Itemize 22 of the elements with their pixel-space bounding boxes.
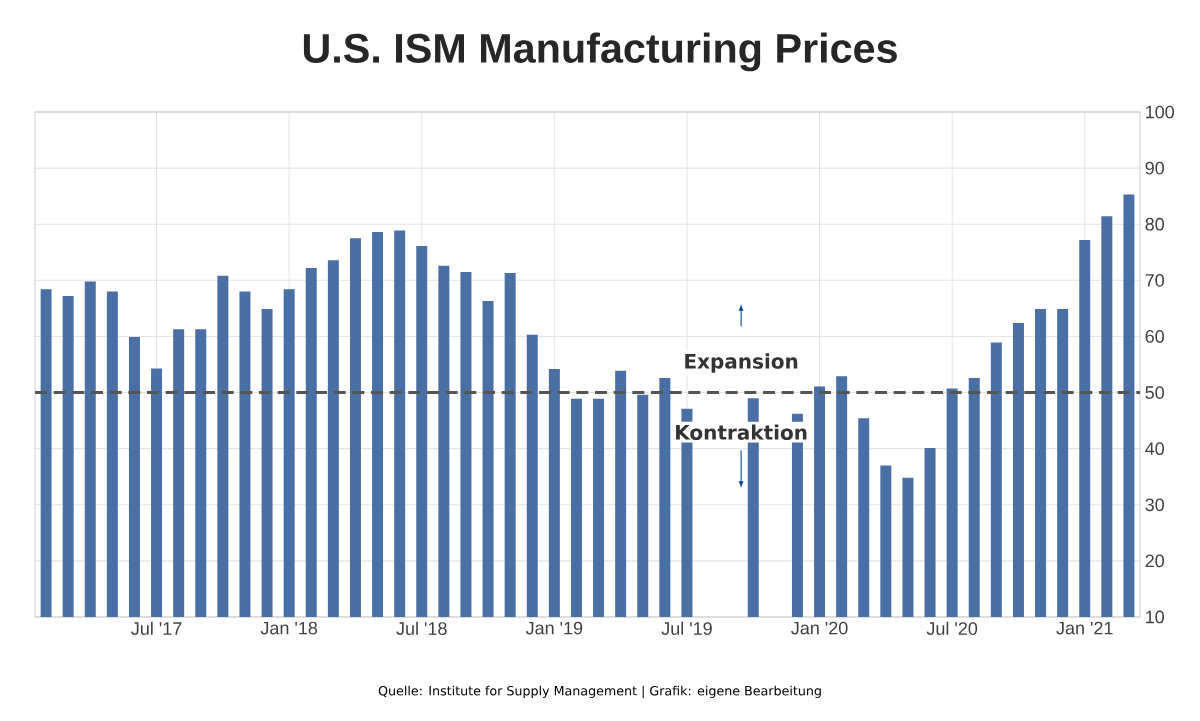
y-tick-label: 20 <box>1145 554 1165 568</box>
y-tick-label: 30 <box>1145 498 1165 512</box>
y-tick-label: 60 <box>1145 330 1165 343</box>
x-tick-label: Jul '18 <box>396 621 447 635</box>
y-tick-label: 80 <box>1145 217 1165 231</box>
source-note: Quelle: Institute for Supply Management | Grafik: eigene Bearbeitung <box>378 685 821 699</box>
y-tick-label: 90 <box>1145 161 1165 175</box>
y-tick-label: 100 <box>1146 105 1175 119</box>
chart-title: U.S. ISM Manufacturing Prices <box>303 32 897 72</box>
y-tick-label: 50 <box>1145 386 1165 399</box>
y-tick-label: 40 <box>1145 442 1165 456</box>
x-tick-label: Jul '19 <box>661 621 712 635</box>
x-tick-label: Jan '20 <box>791 621 848 635</box>
x-tick-label: Jan '18 <box>260 621 318 635</box>
x-tick-label: Jan '21 <box>1056 621 1113 635</box>
x-tick-label: Jul '17 <box>131 621 182 635</box>
x-tick-label: Jan '19 <box>525 621 583 635</box>
x-tick-label: Jul '20 <box>926 621 978 635</box>
annotation: Kontraktion <box>676 424 807 440</box>
y-tick-label: 10 <box>1146 610 1165 624</box>
y-tick-label: 70 <box>1145 273 1165 287</box>
annotation: Expansion <box>685 353 798 373</box>
